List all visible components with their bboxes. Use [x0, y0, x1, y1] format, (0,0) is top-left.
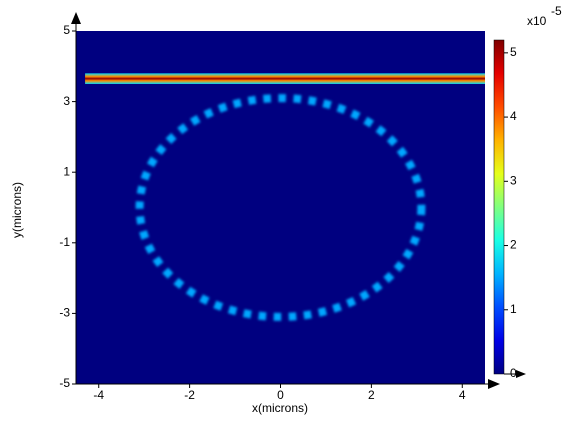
colorbar-tick-label: 2 — [510, 238, 517, 252]
y-tick-label: 3 — [63, 94, 70, 108]
y-tick-label: -3 — [59, 306, 70, 320]
x-tick-label: 0 — [277, 388, 284, 402]
y-axis-label: y(microns) — [10, 182, 24, 238]
background-field — [76, 31, 485, 384]
bus-waveguide — [85, 73, 485, 84]
y-tick-label: -5 — [59, 376, 70, 390]
x-axis-arrow — [488, 379, 500, 389]
colorbar-label: x10 — [527, 14, 547, 28]
colorbar-arrow — [516, 370, 526, 378]
y-axis-arrow — [71, 12, 81, 24]
x-tick-label: 4 — [459, 388, 466, 402]
colorbar-tick-label: 1 — [510, 302, 517, 316]
colorbar-exponent: -5 — [551, 4, 562, 18]
x-tick-label: 2 — [368, 388, 375, 402]
colorbar-tick-label: 4 — [510, 109, 517, 123]
y-tick-label: 5 — [63, 23, 70, 37]
ring-resonator — [135, 94, 426, 321]
x-axis-label: x(microns) — [252, 401, 308, 415]
y-tick-label: 1 — [63, 164, 70, 178]
colorbar — [493, 39, 505, 375]
x-tick-label: -4 — [93, 388, 104, 402]
plot-area — [76, 31, 485, 384]
colorbar-tick-label: 5 — [510, 45, 517, 59]
colorbar-tick-label: 3 — [510, 173, 517, 187]
y-tick-label: -1 — [59, 235, 70, 249]
x-tick-label: -2 — [184, 388, 195, 402]
colorbar-tick-label: 0 — [510, 366, 517, 380]
